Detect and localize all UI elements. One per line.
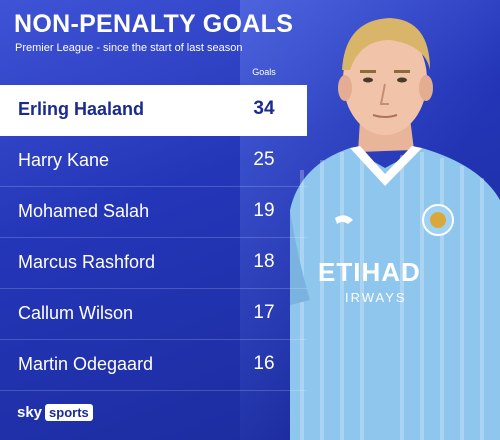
goals-value: 34: [253, 98, 275, 119]
table-row: Erling Haaland 34: [0, 85, 307, 136]
player-hair: [342, 18, 430, 70]
player-head: [343, 25, 427, 135]
player-mouth: [372, 114, 398, 118]
player-brow-right: [394, 70, 410, 73]
page-subtitle: Premier League - since the start of last…: [15, 42, 243, 54]
player-nose: [379, 83, 389, 105]
player-name: Martin Odegaard: [18, 354, 154, 374]
table-row: Mohamed Salah 19: [0, 187, 307, 238]
goals-value: 18: [253, 251, 275, 272]
player-eye-right: [397, 77, 407, 83]
goals-value: 25: [253, 149, 275, 170]
page-title: NON-PENALTY GOALS: [14, 10, 294, 38]
table-row: Marcus Rashford 18: [0, 238, 307, 289]
player-name: Marcus Rashford: [18, 252, 156, 272]
sponsor-text-top: ETIHAD: [318, 257, 421, 287]
player-name: Erling Haaland: [18, 99, 145, 119]
sky-wordmark: sky: [17, 404, 43, 421]
goals-table: Erling Haaland 34 Harry Kane 25 Mohamed …: [0, 85, 307, 391]
player-illustration: ETIHAD IRWAYS: [290, 18, 500, 440]
player-ear-right: [419, 75, 433, 101]
table-row: Callum Wilson 17: [0, 289, 307, 340]
shirt-collar: [350, 146, 422, 186]
player-name: Harry Kane: [18, 150, 110, 170]
sky-sports-logo: sky sports: [17, 404, 93, 421]
player-name: Mohamed Salah: [18, 201, 150, 221]
sports-wordmark: sports: [45, 404, 93, 421]
sponsor-text-bottom: IRWAYS: [345, 290, 407, 305]
kit-maker-logo: [335, 215, 353, 224]
goals-value: 17: [253, 302, 275, 323]
shirt-sleeve-left: [290, 210, 310, 305]
table-row: Martin Odegaard 16: [0, 340, 307, 391]
player-brow-left: [360, 70, 376, 73]
player-eye-left: [363, 77, 373, 83]
goals-value: 16: [253, 353, 275, 374]
player-ear-left: [338, 75, 352, 101]
shirt-stripes: [300, 152, 484, 440]
player-name: Callum Wilson: [18, 303, 134, 323]
table-row: Harry Kane 25: [0, 136, 307, 187]
goals-column-header: Goals: [252, 67, 276, 77]
goals-value: 19: [253, 200, 275, 221]
